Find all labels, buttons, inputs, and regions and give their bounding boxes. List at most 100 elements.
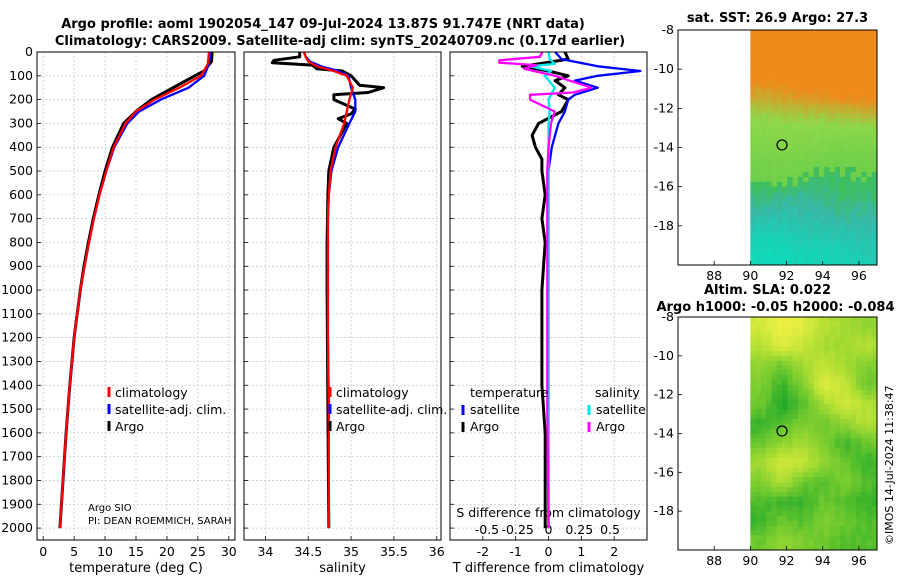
heat-cell [797, 350, 804, 357]
heat-cell [787, 380, 793, 386]
heat-cell [829, 472, 836, 478]
heat-cell [840, 142, 846, 148]
heat-cell [808, 191, 815, 197]
heat-cell [829, 196, 836, 202]
heat-cell [829, 414, 836, 420]
heat-cell [797, 118, 804, 124]
heat-cell [813, 216, 820, 222]
heat-cell [861, 206, 867, 212]
heat-cell [818, 404, 825, 410]
heat-cell [771, 423, 778, 430]
heat-cell [840, 44, 846, 50]
heat-cell [787, 448, 793, 454]
heat-cell [766, 162, 772, 168]
heat-cell [755, 341, 762, 347]
heat-cell [871, 457, 878, 464]
heat-cell [760, 167, 767, 173]
heat-cell [760, 438, 767, 444]
heat-cell [797, 240, 804, 246]
heat-cell [760, 511, 767, 517]
heat-cell [871, 341, 878, 347]
heat-cell [824, 540, 830, 546]
heat-cell [871, 472, 878, 478]
heat-cell [861, 501, 867, 507]
heat-cell [803, 409, 809, 415]
heat-cell [845, 350, 852, 357]
heat-cell [797, 206, 804, 212]
heat-cell [861, 181, 867, 188]
heat-cell [866, 44, 873, 50]
heat-cell [871, 59, 878, 65]
heat-cell [818, 317, 825, 323]
heat-cell [808, 404, 815, 410]
heat-cell [866, 191, 873, 197]
heat-cell [771, 472, 778, 478]
heat-cell [834, 511, 841, 517]
heat-cell [824, 118, 830, 124]
heat-cell [840, 78, 846, 85]
heat-cell [861, 34, 867, 41]
heat-cell [792, 380, 799, 386]
heat-cell [808, 142, 815, 148]
heat-cell [861, 414, 867, 420]
heat-cell [866, 142, 873, 148]
heat-cell [824, 428, 830, 434]
y-tick-label: 1400 [1, 377, 33, 392]
heat-cell [845, 39, 852, 46]
heat-cell [850, 423, 857, 430]
heat-cell [766, 467, 772, 473]
heat-cell [760, 88, 767, 95]
heat-cell [766, 530, 772, 536]
heat-cell [782, 191, 788, 197]
heat-cell [760, 336, 767, 342]
heat-cell [829, 380, 836, 386]
heat-cell [871, 186, 878, 192]
heat-cell [766, 186, 772, 192]
heat-cell [776, 225, 783, 232]
heat-cell [803, 404, 809, 410]
heat-cell [813, 167, 820, 173]
heat-cell [792, 157, 799, 163]
heat-cell [840, 108, 846, 114]
heat-cell [813, 389, 820, 396]
heat-cell [866, 399, 873, 405]
heat-cell [755, 394, 762, 400]
heat-cell [850, 127, 857, 134]
heat-cell [808, 167, 815, 173]
heat-cell [845, 78, 852, 85]
heat-cell [871, 525, 878, 531]
heat-cell [866, 54, 873, 60]
heat-cell [782, 448, 788, 454]
heat-cell [861, 245, 867, 251]
heat-cell [855, 83, 862, 90]
heat-cell [855, 59, 862, 65]
heat-cell [840, 181, 846, 188]
heat-cell [750, 167, 757, 173]
heat-cell [871, 127, 878, 134]
heat-cell [750, 216, 757, 222]
heat-cell [813, 457, 820, 464]
legend-entry: Argo [115, 419, 144, 434]
heat-cell [818, 511, 825, 517]
heat-cell [850, 240, 857, 246]
heat-cell [829, 132, 836, 139]
heat-cell [750, 477, 757, 483]
heat-cell [750, 250, 757, 256]
heat-cell [845, 428, 852, 434]
heat-cell [871, 317, 878, 323]
heat-cell [766, 171, 772, 178]
heat-cell [829, 370, 836, 376]
heat-cell [871, 399, 878, 405]
heat-cell [834, 260, 841, 266]
heat-cell [755, 162, 762, 168]
heat-cell [818, 520, 825, 527]
heat-cell [771, 486, 778, 493]
heat-cell [840, 516, 846, 522]
legend-heading-salinity: salinity [595, 385, 640, 400]
heat-cell [797, 399, 804, 405]
heat-cell [760, 250, 767, 256]
heat-cell [818, 211, 825, 217]
heat-cell [776, 245, 783, 251]
heat-cell [792, 486, 799, 493]
legend-entry: climatology [115, 385, 188, 400]
